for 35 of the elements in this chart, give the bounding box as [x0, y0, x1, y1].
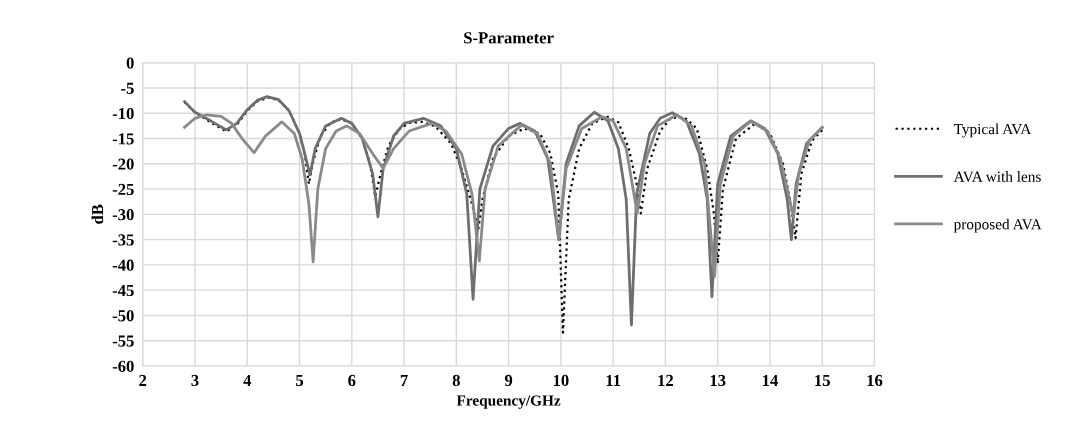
y-tick-label: -15: [112, 133, 134, 145]
y-tick-label: -60: [112, 360, 134, 372]
y-tick-label: -10: [112, 107, 134, 120]
chart-title: S-Parameter: [464, 32, 554, 44]
legend-label: AVA with lens: [953, 171, 1041, 182]
y-tick-label: -35: [112, 234, 134, 246]
x-tick-label: 11: [606, 374, 621, 386]
x-tick-label: 13: [710, 374, 726, 387]
x-tick-label: 8: [452, 374, 460, 387]
x-tick-label: 9: [504, 374, 513, 387]
x-tick-label: 4: [243, 374, 252, 386]
legend-label: Typical AVA: [953, 123, 1032, 138]
x-tick-label: 7: [400, 374, 408, 386]
x-tick-label: 2: [139, 374, 147, 386]
y-tick-label: -20: [112, 158, 134, 170]
y-tick-label: -30: [112, 209, 134, 221]
x-tick-label: 14: [762, 374, 778, 386]
x-tick-label: 5: [296, 374, 304, 387]
x-tick-label: 16: [867, 374, 883, 387]
y-tick-label: -55: [112, 335, 134, 347]
x-axis-title: Frequency/GHz: [456, 395, 561, 409]
x-tick-label: 6: [348, 374, 356, 387]
y-tick-label: -45: [112, 284, 134, 297]
x-tick-label: 12: [658, 374, 674, 386]
y-tick-label: -5: [121, 82, 134, 94]
line-series: [183, 113, 824, 278]
legend-label: proposed AVA: [953, 218, 1042, 233]
y-axis-title: dB: [91, 204, 104, 224]
x-tick-label: 10: [553, 374, 569, 387]
x-tick-label: 15: [815, 374, 830, 387]
y-tick-label: -40: [112, 259, 134, 271]
y-tick-label: -50: [112, 310, 134, 322]
y-tick-label: -25: [112, 183, 134, 196]
x-tick-label: 3: [191, 374, 199, 387]
y-tick-label: 0: [126, 57, 134, 69]
